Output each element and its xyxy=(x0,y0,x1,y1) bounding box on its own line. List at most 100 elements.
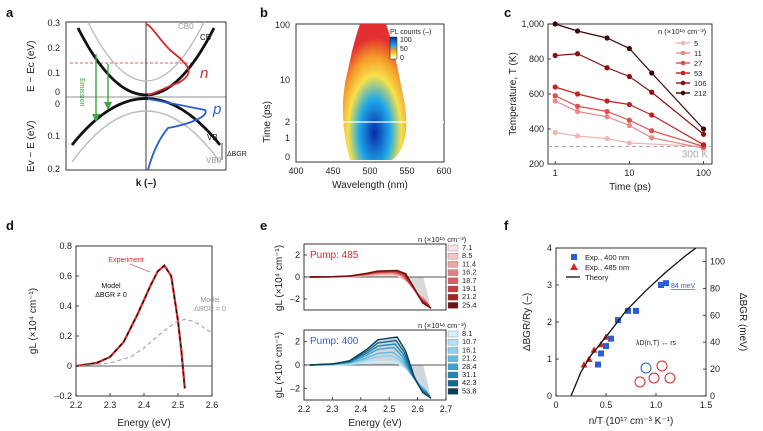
panel-f-data-point xyxy=(663,280,669,287)
panel-f-data-point xyxy=(608,335,614,342)
panel-a-ytick: 0.1 xyxy=(47,131,60,141)
panel-c-series-line xyxy=(555,23,704,130)
panel-c-data-point xyxy=(626,45,632,52)
panel-b-colorbar-tick: 50 xyxy=(400,46,408,53)
panel-c-legend-label: 27 xyxy=(694,59,702,68)
panel-e-xtick: 2.2 xyxy=(298,404,311,414)
panel-c-data-point xyxy=(604,65,610,71)
panel-e-series-line xyxy=(309,269,432,309)
panel-f-series-group xyxy=(570,247,697,397)
panel-e-xtick: 2.6 xyxy=(411,404,424,414)
panel-e-gain-spectra: 2 0 –2 2 0 –2 2.2 2.3 2.4 2.5 2.6 2.7 n (×10¹⁸ cm⁻³… xyxy=(274,235,477,429)
panel-e-legend-swatch xyxy=(447,253,459,260)
panel-a-ylabel-bottom: Ev − E (eV) xyxy=(26,121,37,172)
panel-c-ytick: 200 xyxy=(529,159,544,169)
panel-a-bgr-label: ΔBGR xyxy=(227,151,247,158)
panel-d-ytick: 0 xyxy=(67,361,72,371)
panel-f-data-point xyxy=(625,307,631,314)
panel-d-xtick: 2.4 xyxy=(138,400,151,410)
panel-c-data-point xyxy=(604,35,610,41)
panel-e-legend-swatch xyxy=(447,339,459,346)
panel-f-ytick: 4 xyxy=(547,243,552,253)
panel-e-ticks: 2 0 –2 2 0 –2 2.2 2.3 2.4 2.5 2.6 2.7 xyxy=(290,250,452,414)
panel-f-xtick: 0 xyxy=(553,400,558,410)
panel-b-colorbar xyxy=(389,36,398,60)
panel-e-legend-swatch xyxy=(447,302,459,309)
panel-b-ytick: 2 xyxy=(285,117,290,127)
panel-c-data-point xyxy=(552,21,558,27)
panel-b-xtick: 500 xyxy=(362,166,377,176)
panel-b-ytick: 10 xyxy=(280,75,290,85)
panel-label-e: e xyxy=(260,218,267,233)
panel-c-data-point xyxy=(552,93,558,99)
panel-e-legend-swatch xyxy=(447,380,459,387)
panel-label-c: c xyxy=(504,5,511,20)
panel-e-ytick: –2 xyxy=(290,294,300,304)
panel-d-model1-sub: ΔBGR ≠ 0 xyxy=(95,292,127,299)
panel-f-ytick: 0 xyxy=(547,391,552,401)
panel-c-xtick: 100 xyxy=(696,168,711,178)
panel-f-data-point xyxy=(658,282,664,288)
panel-e-legend-label: 10.7 xyxy=(462,337,477,346)
panel-c-data-point xyxy=(626,73,632,80)
panel-e-ytick: 0 xyxy=(295,272,300,282)
panel-a-emission-label: Emission xyxy=(78,78,85,107)
panel-e-xtick: 2.7 xyxy=(440,404,453,414)
panel-d-model2-label: Model xyxy=(200,297,220,304)
panel-d-model2-sub: ΔBGR = 0 xyxy=(194,306,226,313)
panel-c-data-point xyxy=(552,52,558,59)
panel-e-legend-swatch xyxy=(447,330,459,338)
panel-e-top-series xyxy=(304,269,446,309)
panel-c-ytick: 600 xyxy=(529,89,544,99)
panel-c-data-point xyxy=(700,131,707,137)
panel-a-ytick: 0.2 xyxy=(47,43,60,53)
panel-c-temperature-chart: 300 K 1 10 100 1,000 800 600 400 200 n (×10¹⁸ c… xyxy=(508,19,713,193)
panel-b-xlabel: Wavelength (nm) xyxy=(332,180,408,191)
panel-e-legend-swatch xyxy=(447,244,459,252)
panel-f-xtick: 1.5 xyxy=(700,400,713,410)
panel-c-data-point xyxy=(574,108,581,115)
panel-f-inset: λD(n,T) ↔ rs xyxy=(634,340,677,388)
panel-label-a: a xyxy=(6,5,14,20)
panel-f-xlabel: n/T (10¹⁷ cm⁻³ K⁻¹) xyxy=(589,416,674,427)
panel-f-theory-line xyxy=(570,247,697,397)
panel-f-y2tick: 40 xyxy=(710,337,720,347)
panel-a-p-distribution xyxy=(147,98,207,171)
panel-a-vb0-label: VB0 xyxy=(206,156,222,165)
panel-c-data-point xyxy=(700,126,707,132)
panel-f-legend-marker xyxy=(571,254,577,260)
panel-e-legend-label: 28.4 xyxy=(462,362,477,371)
panel-a-n-distribution xyxy=(145,23,190,96)
panel-c-ytick: 800 xyxy=(529,54,544,64)
panel-f-ytick: 3 xyxy=(547,280,552,290)
panel-f-data-point xyxy=(595,361,601,368)
panel-f-ylabel: ΔBGR/Ry (–) xyxy=(522,293,533,351)
panel-f-xtick: 0.5 xyxy=(600,400,613,410)
panel-c-data-point xyxy=(649,128,655,134)
panel-e-xtick: 2.3 xyxy=(326,404,339,414)
panel-e-ytick: 2 xyxy=(295,337,300,347)
panel-c-data-point xyxy=(626,122,632,129)
panel-e-legend-label: 18.7 xyxy=(462,276,477,285)
panel-d-model1-label: Model xyxy=(101,283,121,290)
panel-c-legend-marker xyxy=(680,80,686,86)
panel-a-cb-curve xyxy=(76,27,216,97)
panel-f-y2tick: 80 xyxy=(710,283,720,293)
panel-a-ytick: 0 xyxy=(55,87,60,97)
panel-b-ytick: 1 xyxy=(285,133,290,143)
panel-a-xlabel: k (–) xyxy=(136,178,157,189)
panel-e-legends: n (×10¹⁸ cm⁻³)7.18.511.416.218.719.121.2… xyxy=(418,235,477,395)
panel-e-legend-title: n (×10¹⁸ cm⁻³) xyxy=(418,321,467,330)
panel-c-data-point xyxy=(552,129,558,136)
panel-c-data-point xyxy=(604,114,610,120)
panel-c-ytick: 400 xyxy=(529,124,544,134)
panel-f-bgr-chart: 0 0.5 1.0 1.5 4 3 2 1 0 100 80 60 40 20 0 Exp., 400 nm… xyxy=(522,243,748,427)
panel-e-legend-label: 7.1 xyxy=(462,243,472,252)
panel-e-legend-label: 8.1 xyxy=(462,329,472,338)
panel-e-legend-swatch xyxy=(447,261,459,268)
panel-f-y2tick: 0 xyxy=(710,391,715,401)
panel-c-series-line xyxy=(555,86,704,146)
panel-a-cb-label: CB xyxy=(200,33,211,42)
